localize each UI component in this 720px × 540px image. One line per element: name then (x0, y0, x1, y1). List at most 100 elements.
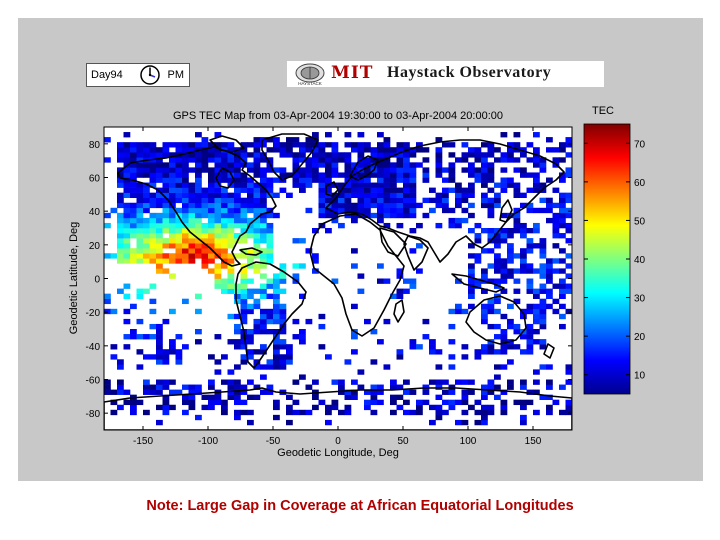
tec-cell (234, 344, 241, 350)
y-tick-label: 60 (89, 174, 101, 185)
tec-cell (403, 172, 410, 178)
tec-cell (240, 177, 248, 183)
tec-cell (390, 192, 397, 198)
tec-cell (448, 207, 456, 214)
tec-cell (396, 162, 404, 168)
tec-cell (136, 364, 144, 370)
tec-cell (162, 192, 170, 198)
pm-label: PM (167, 69, 185, 81)
tec-cell (221, 142, 228, 148)
tec-cell (188, 167, 196, 173)
tec-cell (110, 354, 118, 360)
tec-cell (474, 253, 482, 259)
tec-cell (273, 137, 280, 143)
tec-cell (299, 142, 306, 148)
tec-cell (351, 207, 358, 214)
tec-cell (442, 197, 449, 204)
tec-cell (253, 298, 261, 305)
tec-cell (214, 197, 222, 204)
tec-cell (227, 389, 235, 395)
tec-cell (312, 147, 319, 153)
tec-cell (507, 273, 514, 279)
tec-cell (149, 182, 157, 188)
tec-cell (494, 268, 501, 274)
tec-cell (136, 167, 144, 173)
tec-cell (260, 182, 267, 188)
tec-cell (539, 243, 547, 249)
tec-cell (201, 394, 209, 400)
tec-cell (526, 288, 534, 294)
tec-cell (156, 268, 163, 274)
tec-cell (234, 339, 241, 345)
tec-cell (533, 369, 540, 375)
tec-cell (162, 147, 170, 153)
tec-cell (312, 167, 319, 173)
tec-cell (565, 308, 572, 315)
tec-cell (130, 147, 137, 153)
tec-cell (195, 253, 202, 259)
tec-cell (325, 142, 332, 148)
tec-cell (461, 379, 469, 385)
tec-cell (123, 192, 131, 198)
tec-cell (266, 364, 274, 370)
tec-cell (494, 364, 501, 370)
tec-cell (520, 263, 527, 269)
tec-cell (182, 167, 189, 173)
tec-cell (513, 222, 521, 229)
tec-cell (526, 187, 534, 193)
tec-cell (487, 212, 495, 219)
tec-cell (474, 278, 482, 284)
tec-cell (136, 238, 144, 244)
tec-cell (552, 233, 560, 239)
tec-cell (123, 228, 131, 234)
tec-cell (266, 233, 274, 239)
tec-cell (201, 222, 209, 229)
coastline-indonesia (451, 273, 505, 293)
tec-cell (260, 323, 267, 330)
tec-cell (247, 202, 254, 209)
tec-cell (221, 177, 228, 183)
tec-cell (292, 162, 300, 168)
tec-cell (338, 202, 345, 209)
tec-cell (520, 349, 527, 355)
tec-cell (286, 344, 293, 350)
tec-cell (247, 394, 254, 400)
tec-cell (474, 419, 482, 426)
tec-cell (286, 359, 293, 365)
tec-cell (240, 273, 248, 279)
tec-cell (383, 167, 391, 173)
tec-cell (494, 238, 501, 244)
tec-cell (156, 379, 163, 385)
tec-cell (552, 202, 560, 209)
tec-cell (188, 258, 196, 264)
tec-cell (143, 389, 150, 395)
tec-cell (143, 162, 150, 168)
tec-cell (247, 248, 254, 254)
tec-cell (156, 217, 163, 224)
tec-cell (214, 238, 222, 244)
tec-cell (448, 177, 456, 183)
tec-cell (253, 238, 261, 244)
tec-cell (117, 384, 124, 390)
tec-cell (312, 228, 319, 234)
tec-cell (409, 172, 417, 178)
tec-cell (481, 419, 488, 426)
tec-cell (500, 263, 508, 269)
tec-cell (513, 192, 521, 198)
seal-text: HAYSTACK (298, 81, 322, 86)
tec-cell (175, 389, 183, 395)
tec-cell (266, 238, 274, 244)
tec-cell (370, 202, 378, 209)
tec-cell (487, 197, 495, 204)
tec-cell (214, 359, 222, 365)
tec-cell (253, 268, 261, 274)
tec-cell (286, 354, 293, 360)
tec-cell (110, 253, 118, 259)
tec-cell (234, 167, 241, 173)
tec-cell (260, 202, 267, 209)
tec-cell (487, 409, 495, 416)
tec-cell (461, 389, 469, 395)
tec-cell (487, 278, 495, 284)
tec-cell (526, 339, 534, 345)
tec-cell (435, 349, 443, 355)
